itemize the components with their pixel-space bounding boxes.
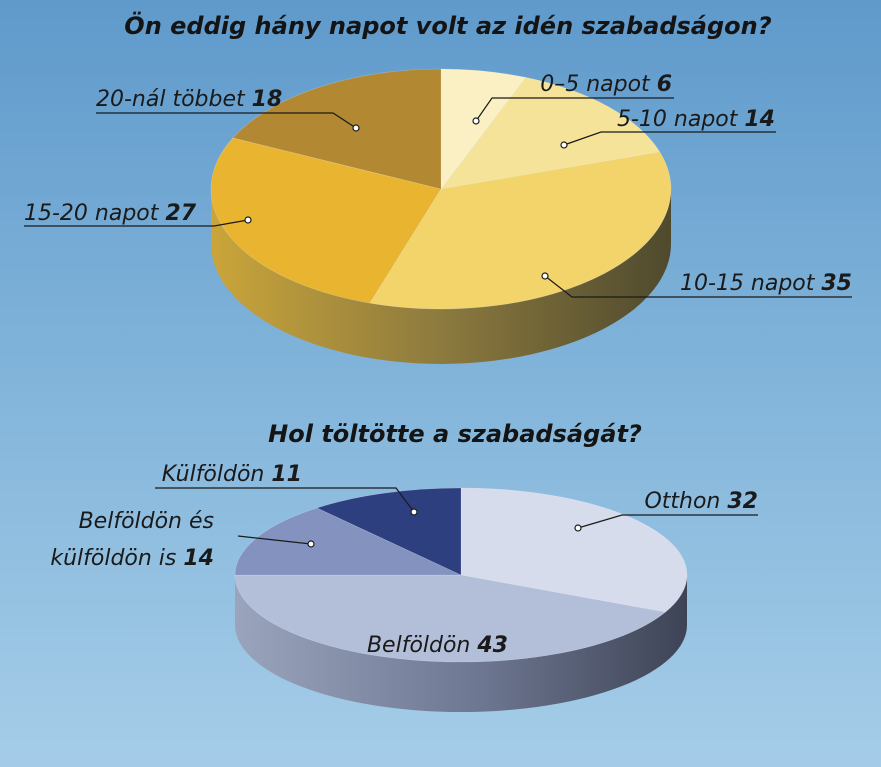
chart2-pie: [234, 487, 688, 712]
chart1-value-0-5-napot: 6: [657, 72, 672, 97]
chart1-slice-5-10-napot: [440, 77, 661, 190]
chart1-leader-5-10-napot: [563, 131, 776, 146]
chart2-leader-belfoldon-es-kulfoldon-is: [237, 535, 312, 545]
chart1-slice-15-20-napot: [210, 137, 442, 304]
chart1-marker-15-20-napot: [244, 216, 252, 224]
chart1-leader-15-20-napot: [24, 219, 249, 227]
chart1-marker-5-10-napot: [560, 141, 568, 149]
chart1-label-0-5-napot: 0–5 napot 6: [540, 72, 672, 97]
chart1-slice-10-15-napot: [369, 151, 672, 310]
chart2-value-otthon: 32: [727, 489, 758, 514]
chart1-pie-side: [211, 189, 671, 364]
chart2-labels: Otthon 32 Belföldön 43 Belföldön és külföld…: [50, 462, 758, 658]
chart1-title: Ön eddig hány napot volt az idén szabads…: [124, 10, 771, 40]
chart1-label-15-20-napot: 15-20 napot 27: [24, 201, 197, 226]
chart2-slice-belfoldon: [234, 574, 667, 663]
chart2-marker-belfoldon-es-kulfoldon-is: [307, 540, 315, 548]
chart2-label-otthon: Otthon 32: [644, 489, 758, 514]
chart2-value-belfoldon-es-kulfoldon-is: 14: [183, 546, 214, 571]
chart1-slice-0-5-napot: [440, 68, 527, 190]
chart2-leader-kulfoldon: [155, 487, 415, 513]
chart2-label-belfoldon-es-kulfoldon-is: Belföldön és: [79, 509, 214, 534]
chart1-value-5-10-napot: 14: [744, 107, 775, 132]
chart1-slice-20-nal-tobbet: [232, 68, 442, 190]
chart2-value-belfoldon: 43: [476, 633, 508, 658]
chart1-label-5-10-napot: 5-10 napot 14: [617, 107, 775, 132]
chart1-marker-10-15-napot: [541, 272, 549, 280]
chart2-marker-otthon: [574, 524, 582, 532]
chart1-label-10-15-napot: 10-15 napot 35: [680, 271, 852, 296]
chart1-pie: [210, 68, 672, 364]
chart1-value-20-nal-tobbet: 18: [252, 87, 283, 112]
chart1-value-10-15-napot: 35: [821, 271, 852, 296]
chart2-pie-side: [235, 575, 687, 712]
chart2-slice-kulfoldon: [316, 487, 462, 576]
chart1-leader-20-nal-tobbet: [96, 112, 357, 129]
chart2-marker-kulfoldon: [410, 508, 418, 516]
chart1-marker-20-nal-tobbet: [352, 124, 360, 132]
chart2-value-kulfoldon: 11: [271, 462, 302, 487]
chart2-label-belfoldon-es-kulfoldon-is: külföldön is 14: [50, 546, 214, 571]
chart2-slice-otthon: [460, 487, 688, 613]
chart1-leader-0-5-napot: [475, 97, 674, 122]
chart1-leader-10-15-napot: [544, 275, 852, 298]
chart1-labels: 0–5 napot 6 5-10 napot 14 10-15 napot 35 15…: [24, 72, 852, 298]
chart2-label-belfoldon: Belföldön 43: [367, 633, 508, 658]
chart2-title: Hol töltötte a szabadságát?: [268, 420, 642, 448]
chart1-marker-0-5-napot: [472, 117, 480, 125]
chart1-label-20-nal-tobbet: 20-nál többet 18: [96, 87, 282, 112]
chart1-value-15-20-napot: 27: [165, 201, 196, 226]
chart2-label-kulfoldon: Külföldön 11: [162, 462, 302, 487]
chart2-leader-otthon: [577, 514, 758, 529]
